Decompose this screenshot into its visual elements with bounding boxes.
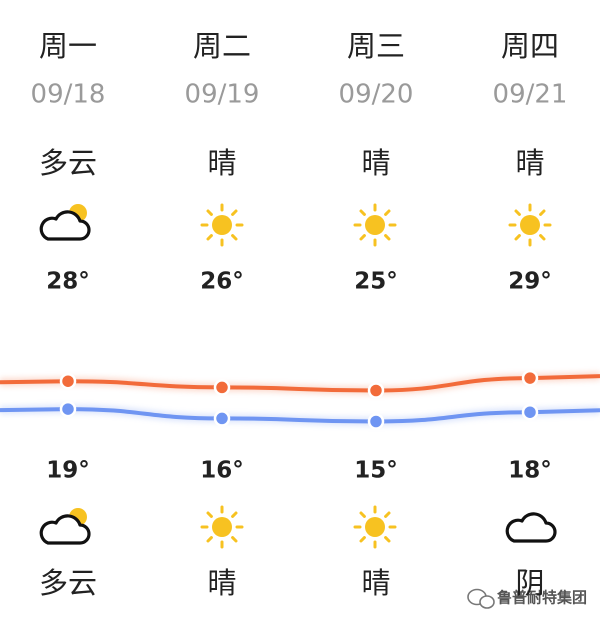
date: 09/21: [493, 80, 568, 110]
day-weather: 晴: [207, 146, 236, 180]
temp-point: [521, 369, 539, 387]
day-weather: 多云: [39, 146, 97, 180]
date: 09/19: [185, 80, 260, 110]
temp-point: [59, 372, 77, 390]
weekday: 周二: [193, 29, 251, 63]
temp-point: [367, 413, 385, 430]
temp-line-edge: [0, 407, 600, 415]
temp-line: [67, 376, 531, 393]
day-weather: 晴: [361, 146, 390, 180]
icon-sunny: [353, 505, 397, 549]
watermark: 鲁普耐特集团: [497, 589, 587, 607]
low-temp: 16°: [200, 458, 244, 484]
icon-sunny: [508, 203, 552, 247]
date: 09/20: [339, 80, 414, 110]
temp-point: [213, 410, 231, 427]
icon-partly-cloudy: [39, 506, 91, 545]
temp-line-edge: [0, 374, 600, 385]
night-weather: 多云: [39, 566, 97, 600]
icon-partly-cloudy: [39, 202, 91, 241]
night-weather: 晴: [361, 566, 390, 600]
weekday: 周四: [501, 29, 559, 63]
icon-sunny: [200, 505, 244, 549]
temp-point: [521, 403, 539, 421]
date: 09/18: [31, 80, 106, 110]
high-temp: 26°: [200, 269, 244, 295]
low-temp: 15°: [354, 458, 398, 484]
icon-sunny: [200, 203, 244, 247]
temp-point: [59, 400, 77, 418]
high-temp: 28°: [46, 269, 90, 295]
weekday: 周一: [39, 29, 97, 63]
low-temp: 19°: [46, 458, 90, 484]
weekday: 周三: [347, 29, 405, 63]
temp-point: [367, 382, 385, 399]
temp-point: [213, 379, 231, 396]
high-temp: 29°: [508, 269, 552, 295]
day-weather: 晴: [515, 146, 544, 180]
temp-line: [67, 407, 531, 424]
watermark-icon: [467, 588, 495, 609]
high-temp: 25°: [354, 269, 398, 295]
night-weather: 晴: [207, 566, 236, 600]
night-weather: 阴: [515, 566, 544, 600]
icon-sunny: [353, 203, 397, 247]
low-temp: 18°: [508, 458, 552, 484]
icon-cloudy: [505, 512, 557, 543]
